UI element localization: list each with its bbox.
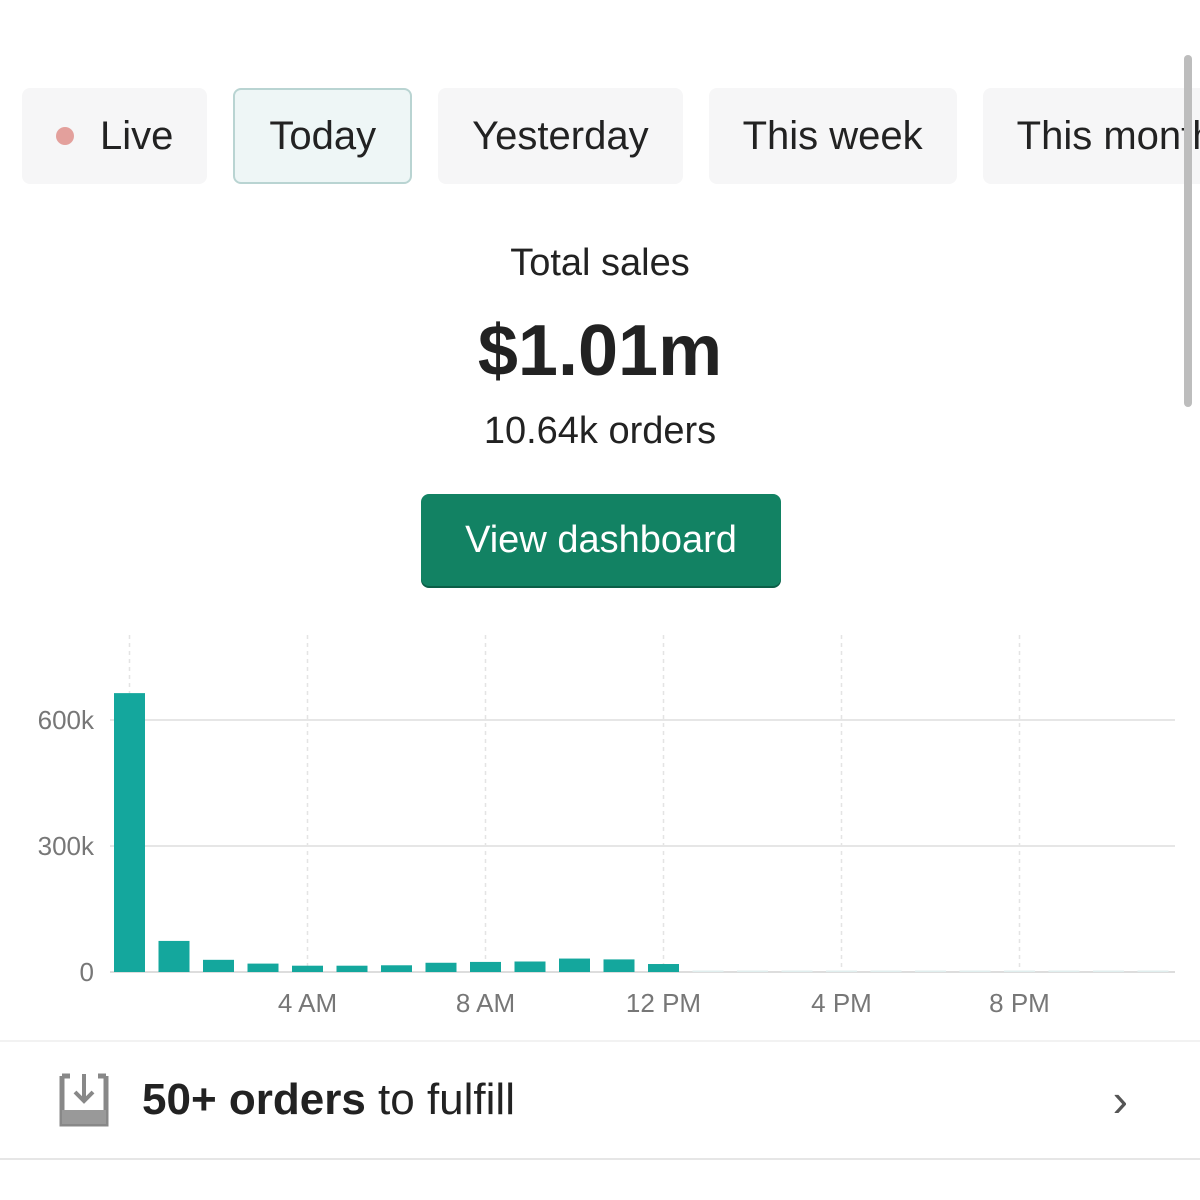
tab-this-week[interactable]: This week [708, 88, 957, 184]
live-dot-icon [56, 127, 74, 145]
x-tick-label: 8 PM [989, 988, 1050, 1018]
bar [425, 962, 457, 972]
bar [959, 970, 991, 972]
x-tick-label: 4 AM [278, 988, 337, 1018]
view-dashboard-button[interactable]: View dashboard [421, 494, 781, 586]
bar [1137, 970, 1169, 972]
sales-chart: 4 AM 8 AM 12 PM 4 PM 8 PM 0 300k 600k [38, 635, 1175, 1018]
tab-label: This week [742, 113, 923, 158]
tab-label: Today [269, 113, 377, 158]
tab-yesterday[interactable]: Yesterday [438, 88, 683, 184]
bar [826, 970, 857, 972]
bar [737, 970, 768, 972]
y-tick-label: 0 [80, 957, 94, 987]
scrollbar[interactable] [1184, 55, 1192, 407]
x-tick-label: 12 PM [626, 988, 701, 1018]
tab-label: Live [100, 113, 174, 158]
y-tick-label: 300k [38, 831, 95, 861]
bar [381, 965, 412, 972]
bar [336, 965, 368, 972]
tab-live[interactable]: Live [22, 88, 208, 184]
orders-count: 10.64k orders [483, 410, 717, 452]
y-tick-label: 600k [38, 705, 95, 735]
bar [292, 965, 323, 972]
total-sales-label: Total sales [510, 242, 690, 284]
x-tick-label: 8 AM [456, 988, 515, 1018]
tab-label: This month [1016, 113, 1200, 158]
inbox-download-icon [59, 1073, 109, 1127]
chevron-right-icon: › [1112, 1074, 1128, 1126]
orders-to-fulfill-text: 50+ orders to fulfill [142, 1075, 515, 1124]
bar [603, 959, 635, 972]
bar [114, 693, 145, 972]
date-range-tabs: Live Today Yesterday This week This mont… [22, 88, 1200, 184]
bar [514, 961, 546, 972]
bar [1093, 970, 1124, 972]
total-sales-amount: $1.01m [477, 311, 723, 391]
tab-this-month[interactable]: This month [982, 88, 1200, 184]
bar [870, 970, 902, 972]
bar [1004, 970, 1035, 972]
bar [915, 970, 946, 972]
bar [1048, 970, 1080, 972]
bar [158, 940, 190, 972]
bar [648, 964, 679, 972]
bar [692, 970, 724, 972]
orders-to-fulfill-row[interactable]: 50+ orders to fulfill › [0, 1040, 1200, 1160]
x-tick-label: 4 PM [811, 988, 872, 1018]
bar [247, 963, 279, 972]
bar [781, 970, 813, 972]
tab-today[interactable]: Today [233, 88, 413, 184]
bar [470, 961, 501, 972]
bar [203, 959, 234, 972]
tab-label: Yesterday [472, 113, 649, 158]
bar [559, 958, 590, 972]
